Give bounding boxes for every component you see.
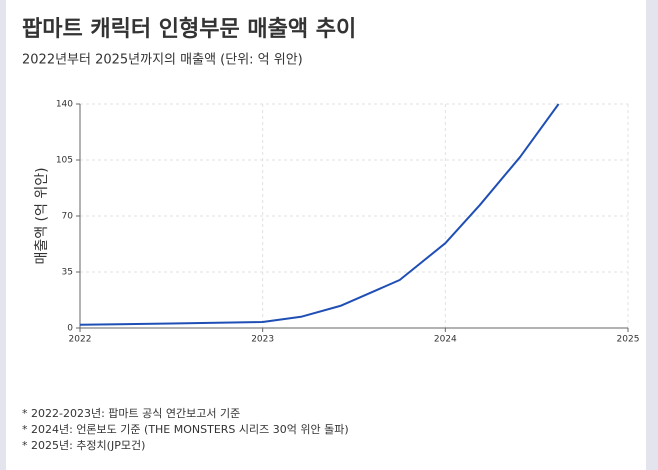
y-tick-label: 0 bbox=[67, 324, 73, 334]
y-tick-label: 105 bbox=[56, 156, 73, 166]
footnote: * 2022-2023년: 팝마트 공식 연간보고서 기준 bbox=[22, 407, 240, 420]
y-axis-label: 매출액 (억 위안) bbox=[34, 167, 50, 264]
y-tick-label: 70 bbox=[62, 212, 74, 222]
y-tick-label: 35 bbox=[62, 268, 73, 278]
card bbox=[6, 0, 646, 470]
line-series bbox=[79, 103, 560, 326]
x-tick-label: 2025 bbox=[617, 335, 640, 345]
footnote: * 2025년: 추정치(JP모건) bbox=[22, 439, 145, 452]
x-tick-label: 2024 bbox=[434, 335, 457, 345]
chart-subtitle: 2022년부터 2025년까지의 매출액 (단위: 억 위안) bbox=[22, 53, 303, 68]
y-tick-label: 140 bbox=[56, 100, 73, 110]
x-tick-label: 2023 bbox=[251, 335, 274, 345]
footnote: * 2024년: 언론보도 기준 (THE MONSTERS 시리즈 30억 위… bbox=[22, 423, 349, 436]
x-tick-label: 2022 bbox=[69, 335, 92, 345]
chart-title: 팝마트 캐릭터 인형부문 매출액 추이 bbox=[22, 17, 356, 42]
